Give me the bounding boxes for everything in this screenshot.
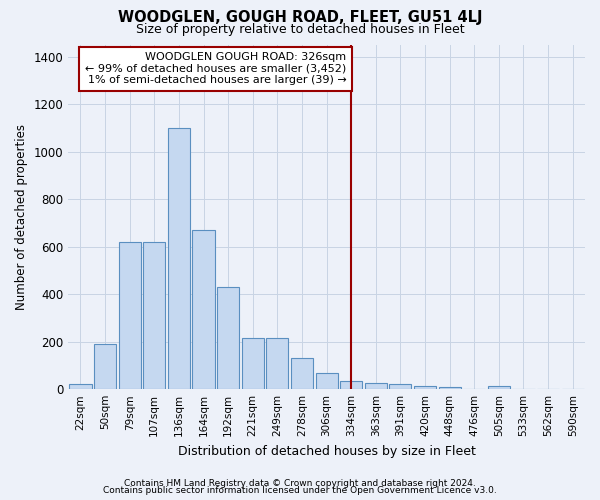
Bar [266,338,289,389]
Bar [340,381,362,389]
Bar [439,387,461,389]
Text: Size of property relative to detached houses in Fleet: Size of property relative to detached ho… [136,22,464,36]
Bar [143,242,166,389]
Bar [70,384,92,389]
Bar [488,386,510,389]
X-axis label: Distribution of detached houses by size in Fleet: Distribution of detached houses by size … [178,444,476,458]
Y-axis label: Number of detached properties: Number of detached properties [15,124,28,310]
Bar [316,372,338,389]
Text: WOODGLEN, GOUGH ROAD, FLEET, GU51 4LJ: WOODGLEN, GOUGH ROAD, FLEET, GU51 4LJ [118,10,482,25]
Text: WOODGLEN GOUGH ROAD: 326sqm
← 99% of detached houses are smaller (3,452)
1% of s: WOODGLEN GOUGH ROAD: 326sqm ← 99% of det… [85,52,346,86]
Bar [291,358,313,389]
Bar [193,230,215,389]
Bar [389,384,412,389]
Bar [119,242,141,389]
Text: Contains HM Land Registry data © Crown copyright and database right 2024.: Contains HM Land Registry data © Crown c… [124,478,476,488]
Bar [168,128,190,389]
Bar [365,382,387,389]
Bar [217,287,239,389]
Bar [414,386,436,389]
Bar [94,344,116,389]
Bar [242,338,264,389]
Text: Contains public sector information licensed under the Open Government Licence v3: Contains public sector information licen… [103,486,497,495]
